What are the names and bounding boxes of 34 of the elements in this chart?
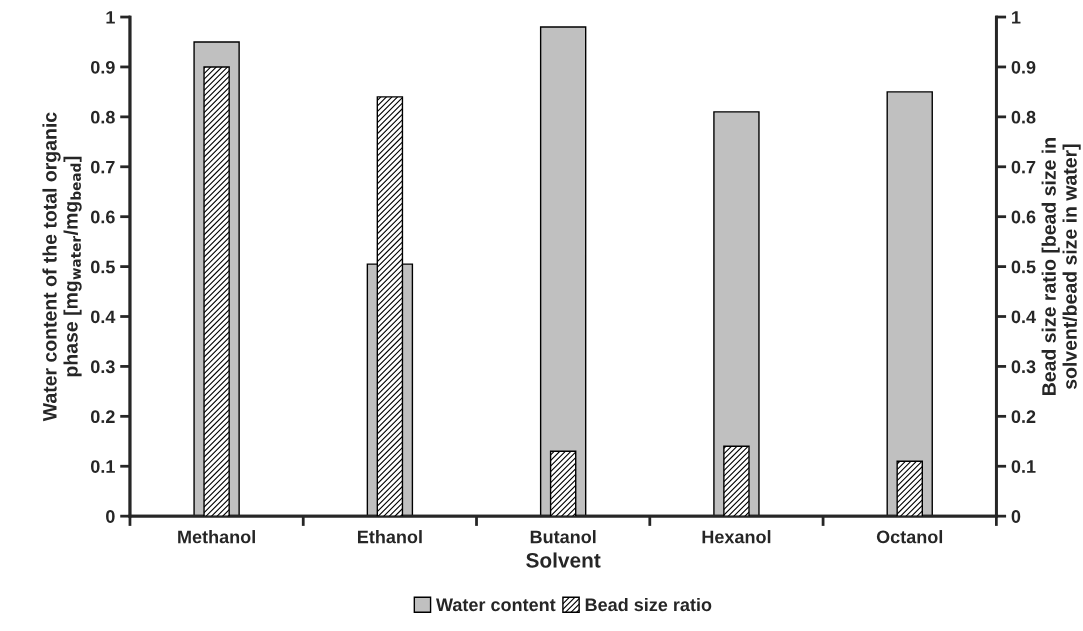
y-tick-label: 0	[106, 510, 115, 523]
x-tick-label: Octanol	[876, 530, 943, 544]
y-tick-label: 0.4	[90, 310, 116, 324]
y-tick-label: 0.3	[90, 360, 115, 374]
x-tick-label: Methanol	[178, 530, 255, 544]
x-tick-label: Hexanol	[702, 530, 771, 544]
y2-tick-label: 0	[1011, 510, 1021, 523]
y2-tick-label: 0.6	[1011, 210, 1036, 224]
y2-tick-label: 0.5	[1011, 260, 1036, 274]
y2-tick-label: 0.4	[1011, 310, 1036, 324]
y2-tick-label: 0.2	[1011, 410, 1036, 424]
x-tick-label: Ethanol	[357, 530, 422, 544]
y-tick-label: 0.8	[90, 110, 115, 124]
y2-tick-label: 0.7	[1011, 160, 1036, 174]
y-tick-label: 0.1	[90, 460, 115, 473]
y-axis-title: Water content of the total organic phase [mg$_{water}$/mg$_{bead}$]	[42, 112, 82, 422]
bar	[539, 26, 587, 517]
y-tick-label: 0.7	[90, 160, 115, 174]
y2-axis-title: Bead size ratio [bead size in solvent/bead size in water]	[1041, 138, 1081, 395]
y-tick-label: 0.2	[90, 410, 115, 424]
x-axis-title: Solvent	[526, 552, 601, 568]
bar	[886, 91, 933, 517]
y2-tick-label: 1	[1012, 11, 1021, 24]
x-tick-label: Butanol	[530, 530, 596, 544]
y2-tick-label: 0.3	[1011, 360, 1036, 374]
y2-tick-label: 0.8	[1011, 110, 1036, 124]
y-tick-label: 0.5	[90, 260, 115, 274]
y2-tick-label: 0.1	[1011, 460, 1036, 473]
y-tick-label: 0.6	[90, 210, 115, 224]
y2-tick-label: 0.9	[1011, 60, 1036, 74]
legend-label: Water content	[436, 598, 556, 612]
y-tick-label: 0.9	[90, 60, 115, 74]
y-tick-label: 1	[106, 11, 115, 24]
legend-label: Bead size ratio	[585, 597, 712, 612]
